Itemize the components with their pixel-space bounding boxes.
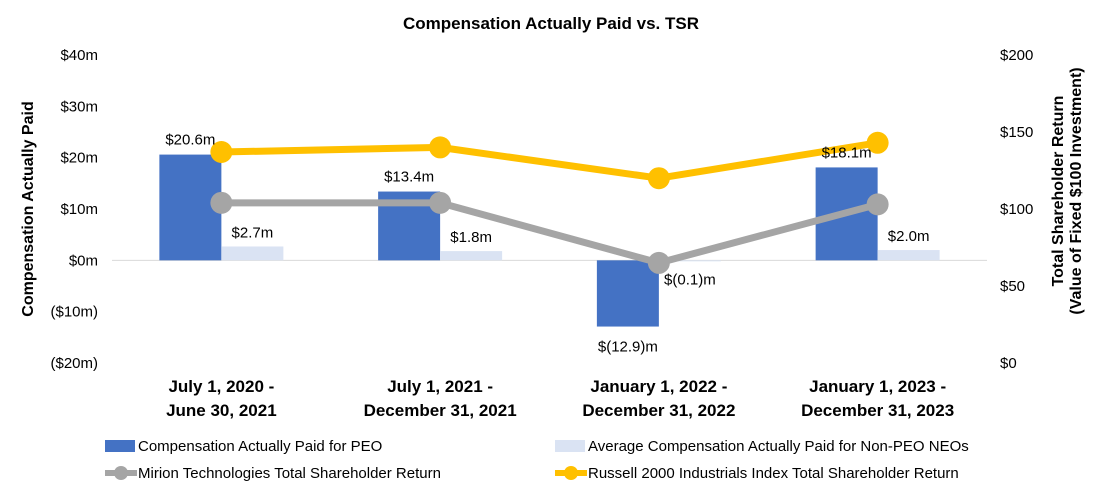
y2-tick-label: $200 <box>1000 47 1033 64</box>
y-tick-label: $20m <box>60 150 98 167</box>
series-marker-mirion <box>429 191 452 214</box>
series-marker-mirion <box>210 191 233 214</box>
y2-tick-label: $50 <box>1000 278 1025 295</box>
y-tick-label: $0m <box>69 252 98 269</box>
legend-swatch-marker <box>114 466 128 480</box>
y2-axis-title-line: Total Shareholder Return <box>1050 96 1067 287</box>
legend-label: Compensation Actually Paid for PEO <box>138 438 382 455</box>
legend-label: Russell 2000 Industrials Index Total Sha… <box>588 465 959 482</box>
y-axis-right: $200 $150 $100 $50 $0 Total Shareholder Retur… <box>1000 47 1085 372</box>
legend-swatch <box>105 440 135 452</box>
y2-tick-label: $100 <box>1000 201 1033 218</box>
data-label: $1.8m <box>450 229 492 246</box>
y-tick-label: $10m <box>60 201 98 218</box>
category-labels: July 1, 2020 - June 30, 2021 July 1, 2021 … <box>166 377 954 420</box>
y2-axis-title: Total Shareholder Return(Value of Fixed … <box>1050 67 1085 314</box>
series-line-mirion <box>221 199 879 267</box>
bar-non-peo <box>877 250 940 261</box>
series-marker-russell <box>866 131 889 154</box>
lines <box>210 131 889 274</box>
category-label: July 1, 2021 - <box>387 377 493 396</box>
bar-peo <box>159 154 222 261</box>
category-label: December 31, 2022 <box>582 401 735 420</box>
series-marker-mirion <box>866 193 889 216</box>
legend: Compensation Actually Paid for PEO Averag… <box>105 438 969 482</box>
data-label: $18.1m <box>822 144 872 161</box>
category-label: January 1, 2023 - <box>809 377 946 396</box>
data-labels: $20.6m $13.4m $(12.9)m $18.1m $2.7m $1.8m $(0.… <box>165 132 929 356</box>
chart-title: Compensation Actually Paid vs. TSR <box>403 14 699 33</box>
legend-swatch-marker <box>564 466 578 480</box>
legend-label: Average Compensation Actually Paid for N… <box>588 438 969 455</box>
data-label: $2.7m <box>232 224 274 241</box>
series-line-russell <box>221 139 879 182</box>
category-label: December 31, 2021 <box>364 401 517 420</box>
bar-non-peo <box>440 251 503 261</box>
category-label: December 31, 2023 <box>801 401 954 420</box>
data-label: $20.6m <box>165 132 215 149</box>
y-tick-label: $40m <box>60 47 98 64</box>
y-tick-label: ($20m) <box>50 355 98 372</box>
y2-tick-label: $0 <box>1000 355 1017 372</box>
y-axis-left: $40m $30m $20m $10m $0m ($10m) ($20m) Compensat… <box>20 47 98 372</box>
legend-swatch <box>555 440 585 452</box>
category-label: January 1, 2022 - <box>590 377 727 396</box>
y-tick-label: ($10m) <box>50 304 98 321</box>
bar-peo <box>596 260 659 327</box>
data-label: $(0.1)m <box>664 271 716 288</box>
series-marker-mirion <box>647 251 670 274</box>
bar-non-peo <box>221 246 284 261</box>
category-label: June 30, 2021 <box>166 401 277 420</box>
y2-axis-title-line: (Value of Fixed $100 Investment) <box>1068 67 1085 314</box>
data-label: $(12.9)m <box>598 339 658 356</box>
category-label: July 1, 2020 - <box>168 377 274 396</box>
data-label: $2.0m <box>888 228 930 245</box>
series-marker-russell <box>429 136 452 159</box>
series-marker-russell <box>210 141 233 164</box>
bars <box>159 154 940 327</box>
legend-label: Mirion Technologies Total Shareholder Re… <box>138 465 441 482</box>
series-marker-russell <box>647 167 670 190</box>
bar-non-peo <box>658 260 721 262</box>
y-axis-title: Compensation Actually Paid <box>20 101 37 316</box>
y-tick-label: $30m <box>60 98 98 115</box>
y2-tick-label: $150 <box>1000 124 1033 141</box>
data-label: $13.4m <box>384 169 434 186</box>
